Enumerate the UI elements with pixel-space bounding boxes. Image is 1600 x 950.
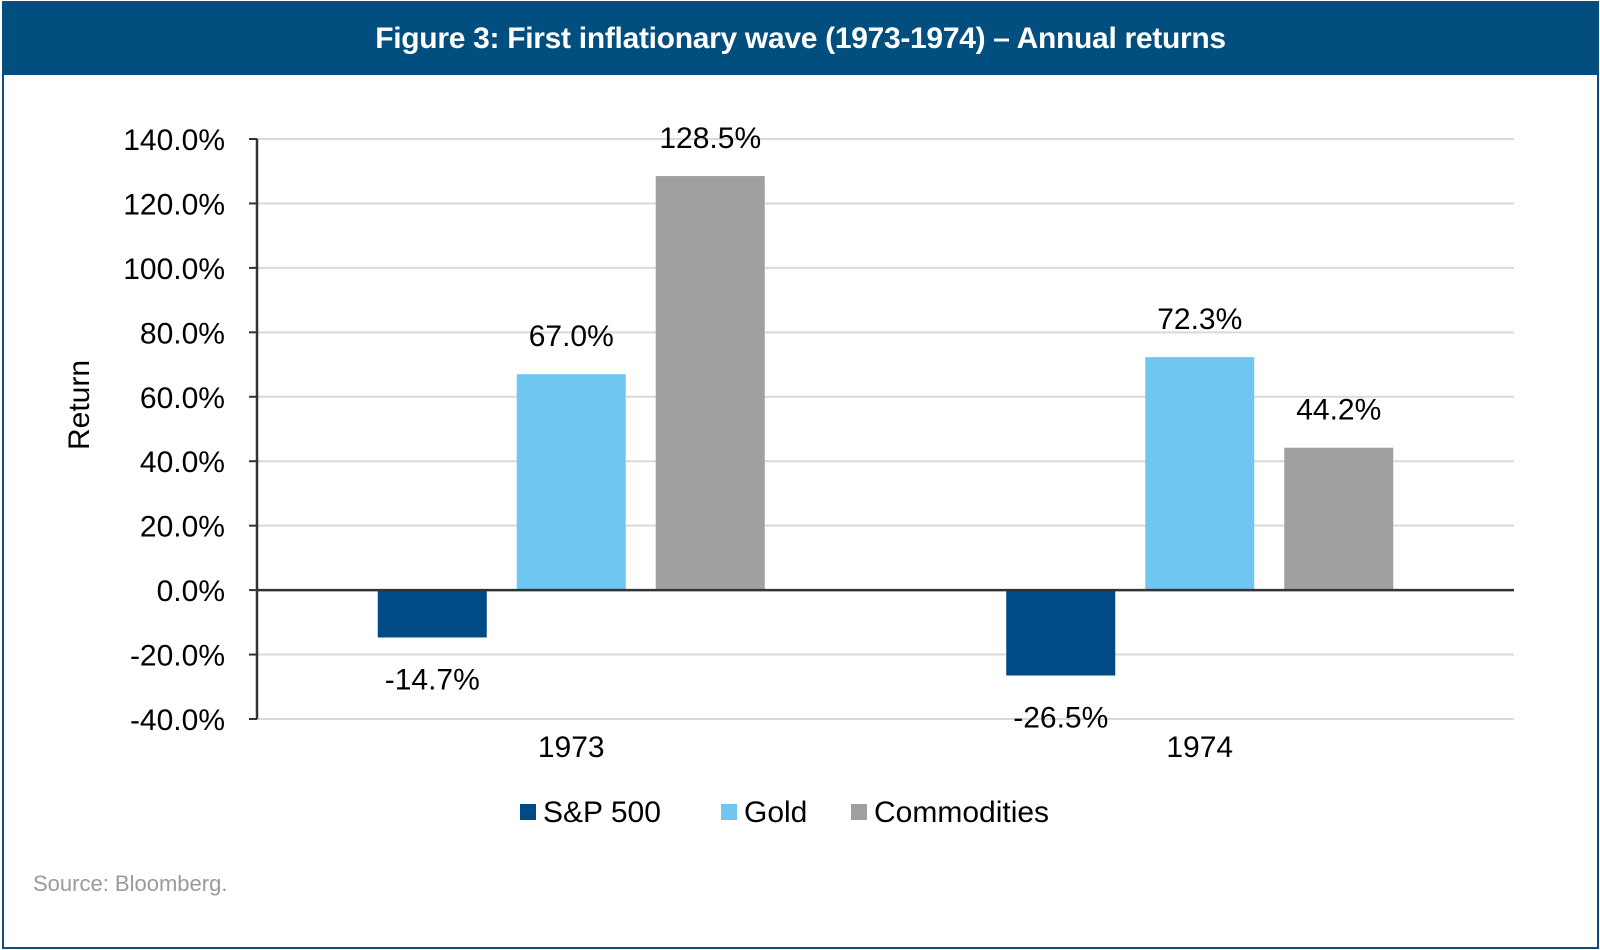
figure-title: Figure 3: First inflationary wave (1973-… [4, 3, 1597, 75]
legend-label: Commodities [874, 796, 1049, 829]
x-category-labels: 1973 1974 [538, 731, 1233, 764]
y-axis-label: Return [63, 360, 96, 450]
legend-swatch-1 [721, 804, 737, 820]
legend-swatch-2 [851, 804, 867, 820]
legend-label: S&P 500 [543, 796, 661, 829]
data-label-commodities-1974: 44.2% [1296, 394, 1381, 427]
data-label-gold-1973: 67.0% [529, 320, 614, 353]
y-tick-label: 40.0% [140, 446, 225, 479]
source-note: Source: Bloomberg. [33, 871, 228, 896]
y-tick-labels: 140.0% 120.0% 100.0% 80.0% 60.0% 40.0% 20.0% 0.… [123, 124, 225, 737]
y-tick-label: -20.0% [130, 640, 225, 673]
data-label-s-p-500-1973: -14.7% [385, 663, 480, 696]
bar-commodities-1973 [655, 176, 765, 591]
y-tick-label: 0.0% [157, 575, 225, 608]
data-label-s-p-500-1974: -26.5% [1013, 702, 1108, 735]
legend: S&P 500 Gold Commodities [520, 796, 1049, 829]
y-tick-label: 140.0% [123, 124, 225, 157]
x-category-label: 1973 [538, 731, 605, 764]
y-tick-label: 60.0% [140, 382, 225, 415]
bar-gold-1973 [516, 374, 626, 591]
y-tick-label: 120.0% [123, 188, 225, 221]
data-label-commodities-1973: 128.5% [659, 122, 761, 155]
y-tick-label: -40.0% [130, 704, 225, 737]
bar-s-p-500-1974 [1006, 590, 1116, 676]
data-label-gold-1974: 72.3% [1157, 303, 1242, 336]
data-labels: -14.7% 67.0% 128.5% -26.5% 72.3% 44.2% [385, 122, 1382, 734]
x-category-label: 1974 [1166, 731, 1233, 764]
y-tick-label: 20.0% [140, 511, 225, 544]
legend-swatch-0 [520, 804, 536, 820]
bar-commodities-1974 [1284, 447, 1394, 591]
bar-s-p-500-1973 [377, 590, 487, 638]
legend-label: Gold [744, 796, 807, 829]
y-tick-label: 80.0% [140, 317, 225, 350]
bar-gold-1974 [1145, 357, 1255, 591]
y-tick-label: 100.0% [123, 253, 225, 286]
axes [249, 138, 1514, 720]
bars [377, 176, 1394, 676]
